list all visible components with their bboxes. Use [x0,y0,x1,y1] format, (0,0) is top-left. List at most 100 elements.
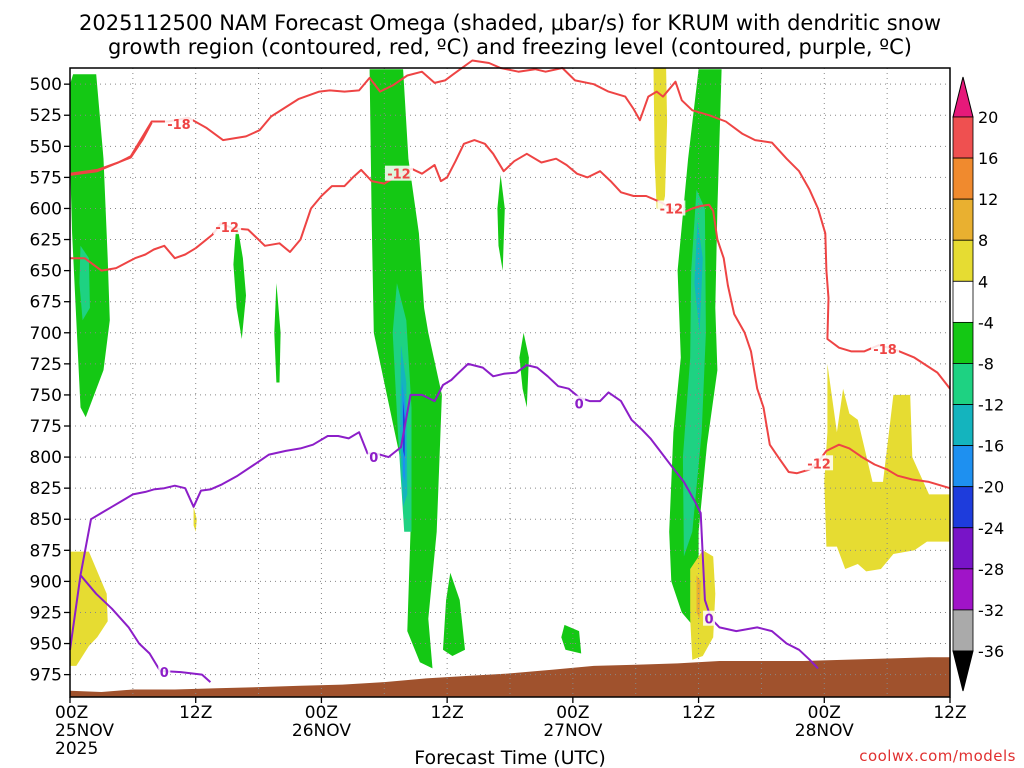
colorbar-swatch [952,445,974,488]
minus-18-line-upper [69,59,951,390]
colorbar-swatch [952,486,974,529]
x-tick-year: 2025 [55,739,98,759]
credit-text: coolwx.com/models [859,747,1016,765]
colorbar-swatch [952,157,974,200]
contour-label-bg [805,455,834,471]
contour-label: -12 [660,202,684,217]
colorbar: 20 16 12 8 4 -4 -8 -12 -16 -20 -24 -28 -32 -36 [952,76,1004,692]
colorbar-swatch [952,280,974,323]
x-tick-label: 00Z [305,703,338,723]
x-tick-date: 28NOV [795,721,854,741]
x-axis-label: Forecast Time (UTC) [414,747,605,768]
chart-title-line1: 2025112500 NAM Forecast Omega (shaded, μ… [79,11,941,35]
uplift-00z-25nov-core [79,245,90,321]
x-tick-label: 12Z [431,703,464,723]
colorbar-swatch [952,363,974,405]
colorbar-label: -4 [978,313,994,332]
uplift-00z-25nov [70,74,110,418]
colorbar-swatch [952,239,974,282]
colorbar-label: -8 [978,354,994,373]
contour-label: 0 [705,613,714,628]
y-axis: 500 525 550 575 600 625 650 675 700 725 750 775 800 8… [30,75,70,686]
x-tick-label: 00Z [55,703,88,723]
sink-09z-27nov [653,68,668,211]
y-tick-label: 750 [30,386,62,406]
y-tick-label: 500 [30,75,62,95]
contour-label-bg [367,449,380,465]
x-tick-label: 12Z [682,703,715,723]
y-tick-label: 975 [30,666,62,686]
contour-label-bg [871,340,900,356]
x-tick-label: 00Z [556,703,589,723]
x-tick-date: 27NOV [543,721,602,741]
uplift-15z-25nov [233,220,246,339]
contour-label: 0 [160,666,169,681]
colorbar-swatch [952,609,974,652]
colorbar-bottom-arrow [952,650,974,692]
colorbar-label: -28 [978,560,1004,579]
contour-label-bg [703,610,716,626]
freezing-level-low [79,574,212,683]
contour-labels: -18 -12 -12 -12 -18 -12 0 0 0 0 [158,115,900,681]
y-tick-label: 600 [30,199,62,219]
colorbar-label: 20 [978,108,998,127]
colorbar-label: -32 [978,601,1004,620]
contour-label-bg [164,115,193,131]
colorbar-label: 8 [978,231,988,250]
y-tick-label: 700 [30,324,62,344]
colorbar-label: -36 [978,642,1004,661]
contour-label-bg [657,200,686,216]
uplift-10z-27nov-core2 [694,220,703,333]
colorbar-label: -24 [978,519,1004,538]
plot-background [70,68,950,697]
uplift-19z-25nov [274,283,281,383]
gridlines [70,68,950,697]
sink-12z-27nov [690,550,716,660]
colorbar-swatch [952,321,974,364]
contour-label: -12 [215,221,239,236]
y-tick-label: 675 [30,293,62,313]
surface-terrain [70,657,950,697]
plot-area: -18 -12 -12 -12 -18 -12 0 0 0 0 [69,59,951,698]
x-tick-date: 26NOV [292,721,351,741]
y-tick-label: 800 [30,448,62,468]
y-tick-label: 650 [30,262,62,282]
freezing-level [69,362,819,670]
sink-12z-27nov-core [696,575,701,619]
terrain-layer [70,657,950,697]
uplift-12z-26nov [443,572,465,656]
contour-label: -12 [807,457,831,472]
y-tick-label: 625 [30,231,62,251]
contour-label: 0 [369,451,378,466]
contour-label: -18 [873,343,897,358]
minus-12-line-b [69,122,153,175]
y-tick-label: 725 [30,355,62,375]
y-tick-label: 550 [30,137,62,157]
colorbar-swatch [952,404,974,447]
colorbar-swatch [952,116,974,159]
x-tick-label: 12Z [933,703,966,723]
y-tick-label: 850 [30,510,62,530]
y-tick-label: 925 [30,603,62,623]
omega-shading [70,68,950,669]
colorbar-label: 4 [978,272,988,291]
contour-label-bg [573,395,586,411]
y-tick-label: 900 [30,572,62,592]
colorbar-swatch [952,527,974,570]
colorbar-label: -16 [978,437,1004,456]
chart-title-line2: growth region (contoured, red, ºC) and f… [108,35,912,59]
x-tick-label: 12Z [179,703,212,723]
y-tick-label: 525 [30,106,62,126]
y-tick-label: 825 [30,479,62,499]
colorbar-swatch [952,568,974,611]
colorbar-label: 16 [978,149,998,168]
colorbar-top-arrow [952,76,974,118]
colorbar-label: -12 [978,396,1004,415]
y-tick-label: 775 [30,417,62,437]
x-tick-label: 00Z [808,703,841,723]
colorbar-label: 12 [978,190,998,209]
contour-label-bg [213,219,242,235]
x-tick-date: 25NOV [55,721,114,741]
